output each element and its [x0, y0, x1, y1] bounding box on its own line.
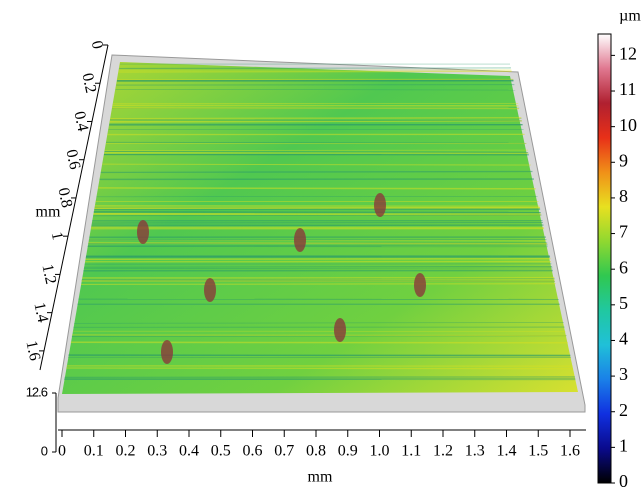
- x-tick-label: 0.6: [243, 443, 263, 460]
- x-tick-label: 0.9: [338, 443, 358, 460]
- texture-line: [119, 71, 512, 72]
- texture-line: [85, 259, 550, 260]
- x-tick-label: 1.2: [433, 443, 453, 460]
- texture-line: [119, 68, 511, 69]
- texture-line: [98, 188, 536, 189]
- surface-peak: [414, 273, 426, 297]
- surface-peak: [374, 193, 386, 217]
- x-tick-label: 0.2: [116, 443, 136, 460]
- texture-line: [104, 153, 528, 154]
- texture-line: [88, 243, 547, 244]
- colorbar: [598, 34, 611, 483]
- y-axis-label: mm: [36, 204, 61, 221]
- colorbar-tick-label: 4: [619, 329, 628, 349]
- y-tick-label: 0.4: [70, 110, 91, 133]
- x-tick-label: 0: [58, 443, 66, 460]
- y-tick-label: 0: [88, 39, 106, 50]
- colorbar-tick-label: 12: [619, 44, 637, 64]
- surface-peak: [334, 318, 346, 342]
- y-tick-label: 1.6: [22, 339, 43, 362]
- z-tick-label: 12.6: [26, 384, 48, 399]
- colorbar-tick-label: 6: [619, 257, 628, 277]
- colorbar-tick-label: 11: [619, 79, 636, 99]
- surface-peak: [294, 228, 306, 252]
- x-tick-label: 1.4: [497, 443, 517, 460]
- colorbar-tick-label: 5: [619, 293, 628, 313]
- y-tick-label: 1.2: [38, 263, 59, 286]
- colorbar-tick-label: 10: [619, 115, 637, 135]
- surface-peak: [161, 340, 173, 364]
- x-axis-label: mm: [308, 469, 333, 486]
- colorbar-tick-label: 3: [619, 364, 628, 384]
- x-tick-label: 0.5: [211, 443, 231, 460]
- z-tick-label: 0: [41, 443, 48, 458]
- x-tick-label: 1.5: [528, 443, 548, 460]
- colorbar-label: µm: [619, 8, 641, 25]
- colorbar-tick-label: 9: [619, 150, 628, 170]
- colorbar-tick-label: 2: [619, 400, 628, 420]
- y-tick-label: 1.4: [30, 301, 51, 324]
- texture-line: [110, 118, 521, 119]
- y-tick-label: 0.6: [62, 148, 83, 171]
- x-tick-label: 1.0: [370, 443, 390, 460]
- texture-line: [66, 368, 573, 369]
- x-tick-label: 0.1: [84, 443, 104, 460]
- colorbar-tick-label: 1: [619, 435, 628, 455]
- colorbar-tick-label: 0: [619, 471, 628, 489]
- y-tick-label: 1: [48, 230, 66, 241]
- x-tick-label: 0.7: [274, 443, 294, 460]
- texture-line: [81, 284, 556, 285]
- x-tick-label: 0.8: [306, 443, 326, 460]
- x-tick-label: 1.3: [465, 443, 485, 460]
- texture-line: [101, 171, 533, 172]
- x-tick-label: 1.6: [560, 443, 580, 460]
- colorbar-tick-label: 8: [619, 186, 628, 206]
- texture-line: [71, 342, 568, 343]
- surface-peak: [204, 278, 216, 302]
- y-tick-label: 0.2: [78, 72, 99, 95]
- colorbar-tick-label: 7: [619, 222, 628, 242]
- x-tick-label: 1.1: [401, 443, 421, 460]
- surface-peak: [137, 220, 149, 244]
- x-tick-label: 0.4: [179, 443, 199, 460]
- x-tick-label: 0.3: [147, 443, 167, 460]
